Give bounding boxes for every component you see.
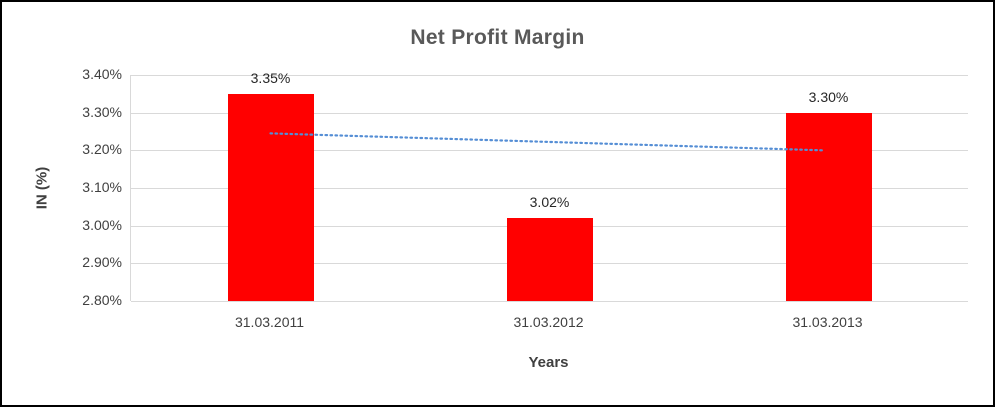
y-tick-label: 3.20% xyxy=(82,141,122,158)
bar-value-label: 3.30% xyxy=(808,88,849,105)
y-tick-label: 2.90% xyxy=(82,254,122,271)
x-axis-title: Years xyxy=(528,354,569,371)
y-tick-label: 2.80% xyxy=(82,292,122,308)
x-tick-label: 31.03.2012 xyxy=(513,314,584,330)
bar xyxy=(506,218,593,301)
gridline xyxy=(131,112,968,114)
bar-value-label: 3.02% xyxy=(529,194,570,211)
y-tick-label: 3.30% xyxy=(82,103,122,120)
chart-title: Net Profit Margin xyxy=(410,26,585,49)
bar-value-label: 3.35% xyxy=(250,69,291,86)
y-tick-label: 3.00% xyxy=(82,216,122,233)
gridline xyxy=(131,301,968,302)
bar xyxy=(227,93,314,301)
y-tick-label: 3.40% xyxy=(82,66,122,82)
y-tick-label: 3.10% xyxy=(82,179,122,195)
x-tick-label: 31.03.2013 xyxy=(792,314,863,330)
x-tick-label: 31.03.2011 xyxy=(234,314,305,330)
bar xyxy=(785,112,872,301)
plot-area: 3.35% 3.02% 3.30% xyxy=(130,70,968,302)
gridline xyxy=(131,188,968,189)
gridline xyxy=(131,75,968,76)
